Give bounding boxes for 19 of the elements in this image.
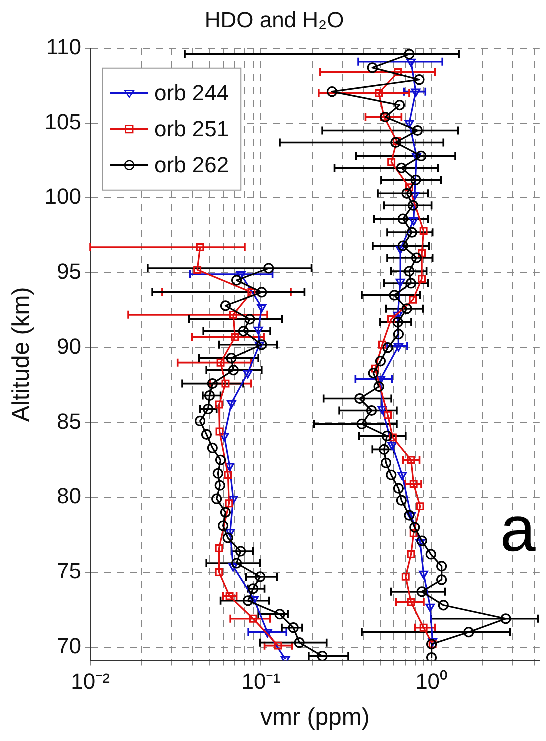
legend-label: orb 251 [154, 116, 230, 142]
chart-title: HDO and H₂O [204, 7, 344, 32]
y-tick-label: 110 [46, 34, 82, 60]
x-tick-label: 10⁻¹ [242, 669, 281, 694]
y-tick-label: 95 [57, 259, 82, 284]
y-tick-label: 90 [57, 334, 82, 359]
x-tick-label: 10⁻² [71, 669, 110, 694]
y-tick-label: 85 [57, 408, 82, 434]
y-tick-label: 75 [57, 558, 82, 584]
y-axis-title: Altitude (km) [8, 287, 36, 422]
legend-label: orb 244 [154, 80, 230, 106]
legend-label: orb 262 [154, 152, 230, 178]
x-axis-title: vmr (ppm) [260, 704, 370, 732]
y-tick-label: 70 [57, 633, 82, 658]
y-tick-label: 105 [44, 109, 82, 134]
y-tick-label: 80 [57, 484, 82, 509]
y-tick-label: 100 [44, 184, 82, 210]
x-tick-label: 10⁰ [416, 669, 448, 694]
annotation: a [500, 492, 536, 565]
